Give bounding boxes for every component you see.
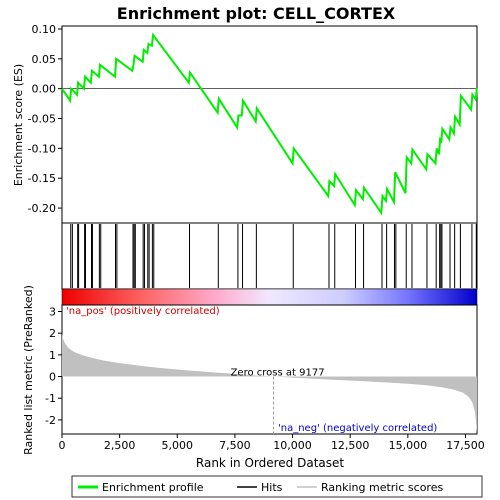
es-y-axis: 0.10 0.05 0.00 -0.05 -0.10 -0.15 -0.20 bbox=[28, 23, 62, 215]
zero-cross-label: Zero cross at 9177 bbox=[231, 368, 325, 379]
x-tick-label: 7,500 bbox=[219, 439, 251, 452]
hit-markers bbox=[70, 224, 477, 288]
legend: Enrichment profile Hits Ranking metric s… bbox=[71, 475, 483, 498]
x-axis: 0 2,500 5,000 7,500 10,000 12,500 15,000 17,500 bbox=[59, 434, 485, 452]
x-tick-label: 0 bbox=[59, 439, 66, 452]
es-y-tick-label: 0.00 bbox=[32, 83, 57, 96]
metric-y-tick-label: 2 bbox=[49, 327, 56, 340]
es-y-tick-label: 0.05 bbox=[32, 53, 57, 66]
x-tick-label: 2,500 bbox=[104, 439, 136, 452]
x-tick-label: 12,500 bbox=[331, 439, 370, 452]
legend-enrichment-label: Enrichment profile bbox=[102, 481, 204, 494]
x-tick-label: 17,500 bbox=[446, 439, 485, 452]
legend-hits-label: Hits bbox=[261, 481, 283, 494]
chart-title: Enrichment plot: CELL_CORTEX bbox=[117, 4, 396, 23]
es-y-tick-label: -0.20 bbox=[28, 202, 56, 215]
enrichment-profile-line bbox=[61, 32, 478, 216]
es-y-tick-label: -0.10 bbox=[28, 142, 56, 155]
metric-y-tick-label: 1 bbox=[49, 349, 56, 362]
positive-correlation-label: 'na_pos' (positively correlated) bbox=[66, 306, 220, 317]
x-tick-label: 10,000 bbox=[273, 439, 312, 452]
es-y-tick-label: -0.05 bbox=[28, 113, 56, 126]
es-y-tick-label: -0.15 bbox=[28, 172, 56, 185]
es-y-tick-label: 0.10 bbox=[32, 23, 57, 36]
es-panel-frame bbox=[61, 25, 478, 224]
metric-y-tick-label: 3 bbox=[49, 306, 56, 319]
metric-y-axis: 3 2 1 0 -1 -2 bbox=[45, 306, 62, 427]
es-y-label: Enrichment score (ES) bbox=[12, 64, 25, 186]
metric-panel: 3 2 1 0 -1 -2 Zero cross at 9177 'na_pos' (po… bbox=[22, 285, 478, 455]
legend-box bbox=[71, 475, 483, 498]
metric-y-tick-label: 0 bbox=[49, 371, 56, 384]
es-panel: 0.10 0.05 0.00 -0.05 -0.10 -0.15 -0.20 Enrichm… bbox=[12, 23, 478, 224]
rank-color-bar bbox=[61, 288, 478, 306]
x-tick-label: 5,000 bbox=[162, 439, 194, 452]
metric-y-label: Ranked list metric (PreRanked) bbox=[22, 285, 35, 455]
negative-correlation-label: 'na_neg' (negatively correlated) bbox=[278, 423, 437, 434]
metric-y-tick-label: -1 bbox=[45, 392, 56, 405]
hits-panel bbox=[61, 222, 478, 290]
x-axis-label: Rank in Ordered Dataset bbox=[196, 456, 344, 470]
x-tick-label: 15,000 bbox=[389, 439, 428, 452]
metric-y-tick-label: -2 bbox=[45, 414, 56, 427]
hits-panel-frame bbox=[61, 222, 478, 290]
legend-metric-label: Ranking metric scores bbox=[321, 481, 443, 494]
